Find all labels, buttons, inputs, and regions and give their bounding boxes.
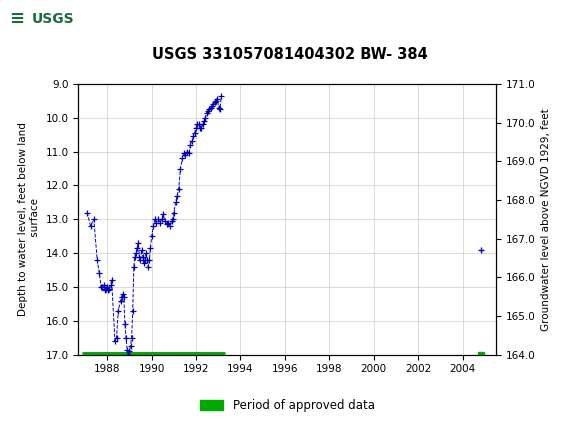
Text: ≡: ≡ (9, 10, 24, 28)
Y-axis label: Groundwater level above NGVD 1929, feet: Groundwater level above NGVD 1929, feet (541, 108, 551, 331)
Y-axis label: Depth to water level, feet below land
 surface: Depth to water level, feet below land su… (19, 123, 40, 316)
Bar (6, 3, 87, 37)
Text: USGS: USGS (32, 12, 74, 26)
Text: USGS 331057081404302 BW- 384: USGS 331057081404302 BW- 384 (152, 47, 428, 62)
Legend: Period of approved data: Period of approved data (195, 394, 379, 417)
